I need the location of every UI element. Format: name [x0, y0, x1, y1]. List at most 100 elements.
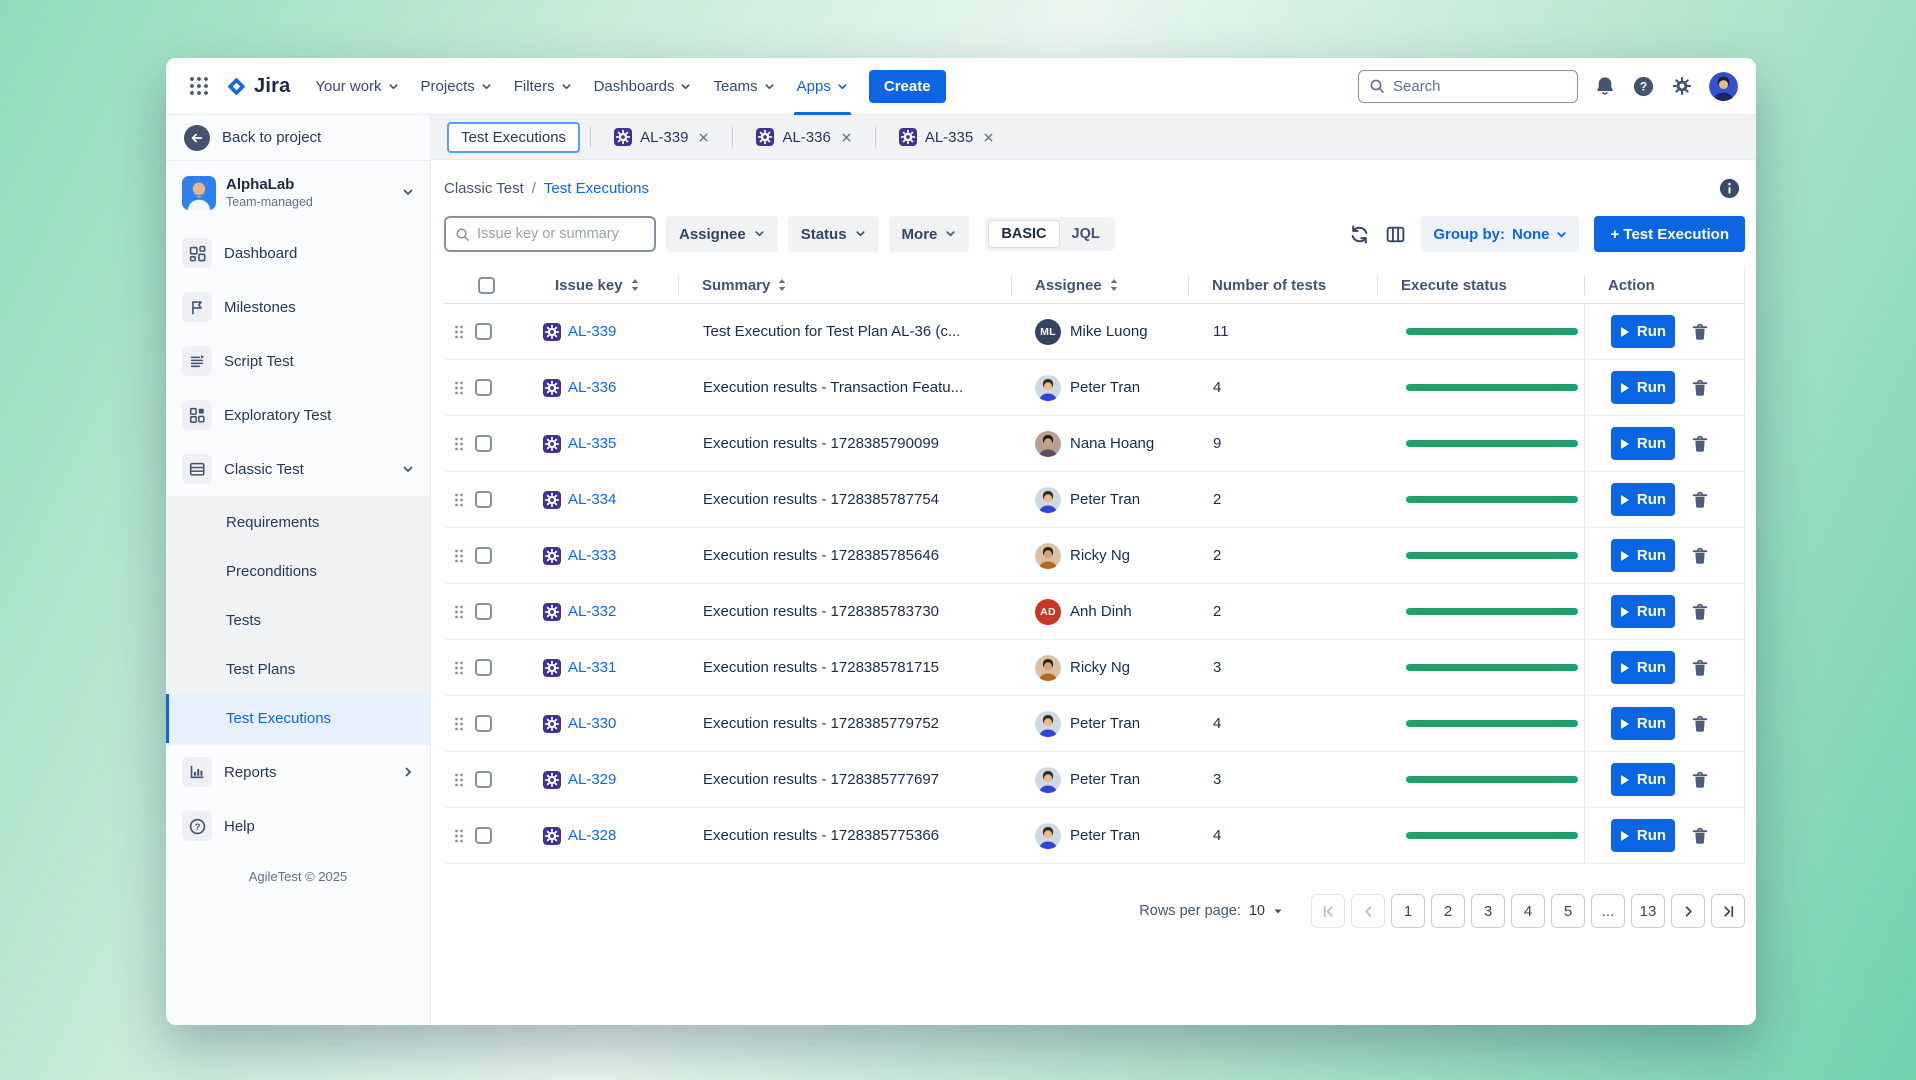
drag-handle-icon[interactable] [454, 436, 464, 452]
last-page-button[interactable] [1711, 894, 1745, 928]
topnav-item[interactable]: Projects [410, 58, 503, 115]
sidebar-item[interactable]: ? Help [166, 799, 430, 853]
delete-icon[interactable] [1690, 378, 1710, 398]
select-all-checkbox[interactable] [478, 277, 495, 294]
issue-search[interactable] [444, 216, 656, 252]
sidebar-item[interactable]: Reports [166, 745, 430, 799]
settings-gear-icon[interactable] [1671, 75, 1693, 97]
drag-handle-icon[interactable] [454, 548, 464, 564]
notifications-icon[interactable] [1594, 75, 1616, 97]
refresh-icon[interactable] [1349, 224, 1370, 245]
page-ellipsis[interactable]: ... [1591, 894, 1625, 928]
sidebar-subitem[interactable]: Tests [166, 596, 430, 645]
drag-handle-icon[interactable] [454, 716, 464, 732]
query-mode-option[interactable]: JQL [1060, 221, 1112, 247]
global-search-input[interactable] [1393, 78, 1567, 95]
run-button[interactable]: Run [1611, 483, 1675, 516]
run-button[interactable]: Run [1611, 539, 1675, 572]
issue-key-link[interactable]: AL-339 [568, 323, 616, 340]
next-page-button[interactable] [1671, 894, 1705, 928]
breadcrumb-parent[interactable]: Classic Test [444, 180, 524, 197]
drag-handle-icon[interactable] [454, 380, 464, 396]
row-checkbox[interactable] [475, 659, 492, 676]
delete-icon[interactable] [1690, 546, 1710, 566]
project-switcher[interactable]: AlphaLab Team-managed [166, 161, 430, 220]
column-header[interactable]: Summary [678, 267, 1011, 303]
user-avatar[interactable] [1709, 72, 1738, 101]
issue-key-link[interactable]: AL-333 [568, 547, 616, 564]
create-button[interactable]: Create [869, 70, 946, 103]
issue-search-input[interactable] [477, 226, 645, 242]
drag-handle-icon[interactable] [454, 492, 464, 508]
issue-key-link[interactable]: AL-331 [568, 659, 616, 676]
row-checkbox[interactable] [475, 379, 492, 396]
sidebar-subitem[interactable]: Test Plans [166, 645, 430, 694]
sort-icon[interactable] [1109, 278, 1119, 292]
tab[interactable]: AL-336 [743, 122, 864, 152]
add-test-execution-button[interactable]: + Test Execution [1594, 216, 1745, 252]
sidebar-item[interactable]: Milestones [166, 280, 430, 334]
topnav-item[interactable]: Your work [304, 58, 409, 115]
run-button[interactable]: Run [1611, 763, 1675, 796]
column-header[interactable]: Number of tests [1188, 267, 1377, 303]
run-button[interactable]: Run [1611, 371, 1675, 404]
row-checkbox[interactable] [475, 547, 492, 564]
issue-key-link[interactable]: AL-336 [568, 379, 616, 396]
page-button[interactable]: 5 [1551, 894, 1585, 928]
topnav-item[interactable]: Teams [702, 58, 785, 115]
issue-key-link[interactable]: AL-335 [568, 435, 616, 452]
info-icon[interactable] [1718, 177, 1741, 200]
page-button[interactable]: 13 [1631, 894, 1665, 928]
back-to-project[interactable]: Back to project [166, 115, 430, 161]
column-header[interactable]: Assignee [1011, 267, 1188, 303]
row-checkbox[interactable] [475, 715, 492, 732]
column-header[interactable]: Action [1584, 267, 1745, 303]
drag-handle-icon[interactable] [454, 660, 464, 676]
breadcrumb-current[interactable]: Test Executions [544, 180, 649, 197]
sidebar-subitem[interactable]: Preconditions [166, 547, 430, 596]
run-button[interactable]: Run [1611, 427, 1675, 460]
drag-handle-icon[interactable] [454, 772, 464, 788]
row-checkbox[interactable] [475, 771, 492, 788]
issue-key-link[interactable]: AL-332 [568, 603, 616, 620]
run-button[interactable]: Run [1611, 651, 1675, 684]
run-button[interactable]: Run [1611, 315, 1675, 348]
delete-icon[interactable] [1690, 658, 1710, 678]
page-button[interactable]: 2 [1431, 894, 1465, 928]
first-page-button[interactable] [1311, 894, 1345, 928]
filter-dropdown[interactable]: Status [788, 216, 879, 252]
drag-handle-icon[interactable] [454, 828, 464, 844]
column-header[interactable]: Issue key [531, 267, 678, 303]
delete-icon[interactable] [1690, 826, 1710, 846]
filter-dropdown[interactable]: Assignee [666, 216, 778, 252]
delete-icon[interactable] [1690, 770, 1710, 790]
app-switcher-icon[interactable] [182, 69, 216, 103]
sidebar-item[interactable]: Dashboard [166, 226, 430, 280]
column-header[interactable]: Execute status [1377, 267, 1584, 303]
group-by-dropdown[interactable]: Group by: None [1421, 216, 1579, 252]
rows-per-page[interactable]: Rows per page: 10 [1139, 903, 1283, 919]
delete-icon[interactable] [1690, 714, 1710, 734]
tab[interactable]: Test Executions [447, 122, 580, 153]
topnav-item[interactable]: Dashboards [583, 58, 703, 115]
issue-key-link[interactable]: AL-334 [568, 491, 616, 508]
tab[interactable]: AL-339 [601, 122, 722, 152]
page-button[interactable]: 4 [1511, 894, 1545, 928]
columns-icon[interactable] [1385, 224, 1406, 245]
drag-handle-icon[interactable] [454, 324, 464, 340]
close-icon[interactable] [983, 132, 994, 143]
drag-handle-icon[interactable] [454, 604, 464, 620]
issue-key-link[interactable]: AL-330 [568, 715, 616, 732]
filter-dropdown[interactable]: More [889, 216, 970, 252]
sidebar-item[interactable]: Script Test [166, 334, 430, 388]
sort-icon[interactable] [630, 278, 640, 292]
row-checkbox[interactable] [475, 323, 492, 340]
delete-icon[interactable] [1690, 602, 1710, 622]
issue-key-link[interactable]: AL-328 [568, 827, 616, 844]
sidebar-subitem[interactable]: Requirements [166, 498, 430, 547]
sidebar-item[interactable]: Exploratory Test [166, 388, 430, 442]
help-icon[interactable]: ? [1632, 75, 1655, 98]
page-button[interactable]: 1 [1391, 894, 1425, 928]
tab[interactable]: AL-335 [886, 122, 1007, 152]
delete-icon[interactable] [1690, 322, 1710, 342]
